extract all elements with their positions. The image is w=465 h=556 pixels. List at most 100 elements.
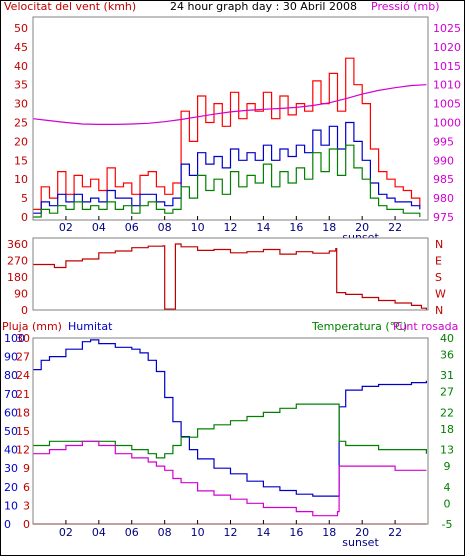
weather-hour-tick-label: 10 <box>191 526 205 539</box>
humidity-tick: 20 <box>4 481 18 494</box>
wind-hour-tick-label: 08 <box>158 221 172 234</box>
wind-speed-tick: 25 <box>14 117 28 130</box>
humidity-tick: 90 <box>4 351 18 364</box>
wind-speed-tick: 45 <box>14 41 28 54</box>
humidity-tick: 50 <box>4 425 18 438</box>
pressure-tick: 1005 <box>433 98 461 111</box>
rain-tick: 0 <box>23 518 30 531</box>
rain-tick: 9 <box>23 462 30 475</box>
pressure-tick: 975 <box>433 211 454 224</box>
humidity-tick: 40 <box>4 444 18 457</box>
chart-title: 24 hour graph day : 30 Abril 2008 <box>170 0 357 13</box>
direction-compass-tick: N <box>435 238 443 251</box>
weather-series-humidity <box>33 339 427 497</box>
wind-speed-tick: 0 <box>21 211 28 224</box>
wind-series-gust <box>33 57 421 210</box>
pressure-tick: 1010 <box>433 79 461 92</box>
humidity-tick: 60 <box>4 406 18 419</box>
direction-degree-tick: 360 <box>7 238 28 251</box>
humidity-tick: 0 <box>4 518 11 531</box>
temperature-tick: 0 <box>444 497 451 510</box>
wind-speed-tick: 40 <box>14 60 28 73</box>
weather-hour-tick-label: 16 <box>289 526 303 539</box>
weather-plot-area <box>33 338 428 524</box>
weather-hour-tick-label: 06 <box>125 526 139 539</box>
direction-compass-tick: N <box>435 304 443 317</box>
direction-series-group <box>33 243 427 310</box>
wind-speed-tick: 10 <box>14 173 28 186</box>
direction-degree-ticks: 0 90 180 270 360 <box>7 238 28 317</box>
temperature-tick: 22 <box>440 406 454 419</box>
weather-hour-tick-label: 18 <box>322 526 336 539</box>
rain-tick: 18 <box>16 406 30 419</box>
humidity-tick: 100 <box>4 332 25 345</box>
wind-speed-tick: 30 <box>14 98 28 111</box>
temperature-tick: -5 <box>442 518 453 531</box>
wind-hour-tick-label: 22 <box>388 221 402 234</box>
weather-sunset-label: sunset <box>342 536 379 549</box>
wind-hour-tick-label: 20 <box>355 221 369 234</box>
pressure-tick: 1000 <box>433 117 461 130</box>
temperature-tick: 31 <box>440 369 454 382</box>
wind-series-group <box>32 57 427 218</box>
wind-hour-tick-label: 16 <box>289 221 303 234</box>
wind-hour-tick-label: 10 <box>191 221 205 234</box>
weather-hour-tick-label: 08 <box>158 526 172 539</box>
weather-hour-tick-label: 12 <box>224 526 238 539</box>
direction-plot-border <box>32 237 429 311</box>
temperature-tick: 4 <box>444 481 451 494</box>
humidity-tick: 10 <box>4 499 18 512</box>
weather-series-dew_point <box>33 440 427 517</box>
wind-speed-tick: 5 <box>21 192 28 205</box>
wind-series-low <box>33 144 421 218</box>
temperature-tick: 40 <box>440 332 454 345</box>
wind-speed-tick: 50 <box>14 22 28 35</box>
pressure-tick: 1015 <box>433 60 461 73</box>
direction-degree-tick: 180 <box>7 271 28 284</box>
pressure-tick: 995 <box>433 135 454 148</box>
pressure-tick: 1025 <box>433 22 461 35</box>
temperature-tick: 27 <box>440 386 454 399</box>
weather-hour-tick-label: 02 <box>59 526 73 539</box>
direction-compass-tick: W <box>435 288 446 301</box>
direction-series-line <box>33 243 427 310</box>
temperature-tick: 13 <box>440 444 454 457</box>
weather-series-temperature <box>33 403 427 459</box>
wind-hour-tick-label: 12 <box>224 221 238 234</box>
humidity-ticks: 0 10 20 30 40 50 60 70 80 90 100 <box>4 332 25 531</box>
wind-axis-label: Velocitat del vent (kmh) <box>4 0 136 13</box>
humidity-tick: 70 <box>4 388 18 401</box>
wind-series-pressure <box>32 84 427 126</box>
humidity-axis-label: Humitat <box>68 320 113 333</box>
rain-tick: 12 <box>16 444 30 457</box>
weather-hour-tick-label: 04 <box>92 526 106 539</box>
direction-plot-area <box>33 238 428 310</box>
temperature-tick: 18 <box>440 423 454 436</box>
pressure-tick: 990 <box>433 154 454 167</box>
direction-degree-tick: 90 <box>14 288 28 301</box>
weather-hour-tick-label: 20 <box>355 526 369 539</box>
direction-compass-tick: S <box>435 271 442 284</box>
direction-degree-tick: 270 <box>7 255 28 268</box>
weather-hour-tick-label: 22 <box>388 526 402 539</box>
rain-tick: 3 <box>23 499 30 512</box>
wind-hour-tick-label: 02 <box>59 221 73 234</box>
rain-tick: 30 <box>16 332 30 345</box>
wind-speed-tick: 15 <box>14 154 28 167</box>
temperature-tick: 9 <box>444 460 451 473</box>
wind-hour-tick-label: 06 <box>125 221 139 234</box>
rain-tick: 6 <box>23 481 30 494</box>
wind-speed-tick: 35 <box>14 79 28 92</box>
pressure-tick: 980 <box>433 192 454 205</box>
rain-tick: 24 <box>16 369 30 382</box>
temperature-ticks: -5 0 4 9 13 18 22 27 31 36 40 <box>440 332 454 531</box>
humidity-tick: 30 <box>4 462 18 475</box>
pressure-tick: 985 <box>433 173 454 186</box>
pressure-axis-label: Pressió (mb) <box>371 0 440 13</box>
